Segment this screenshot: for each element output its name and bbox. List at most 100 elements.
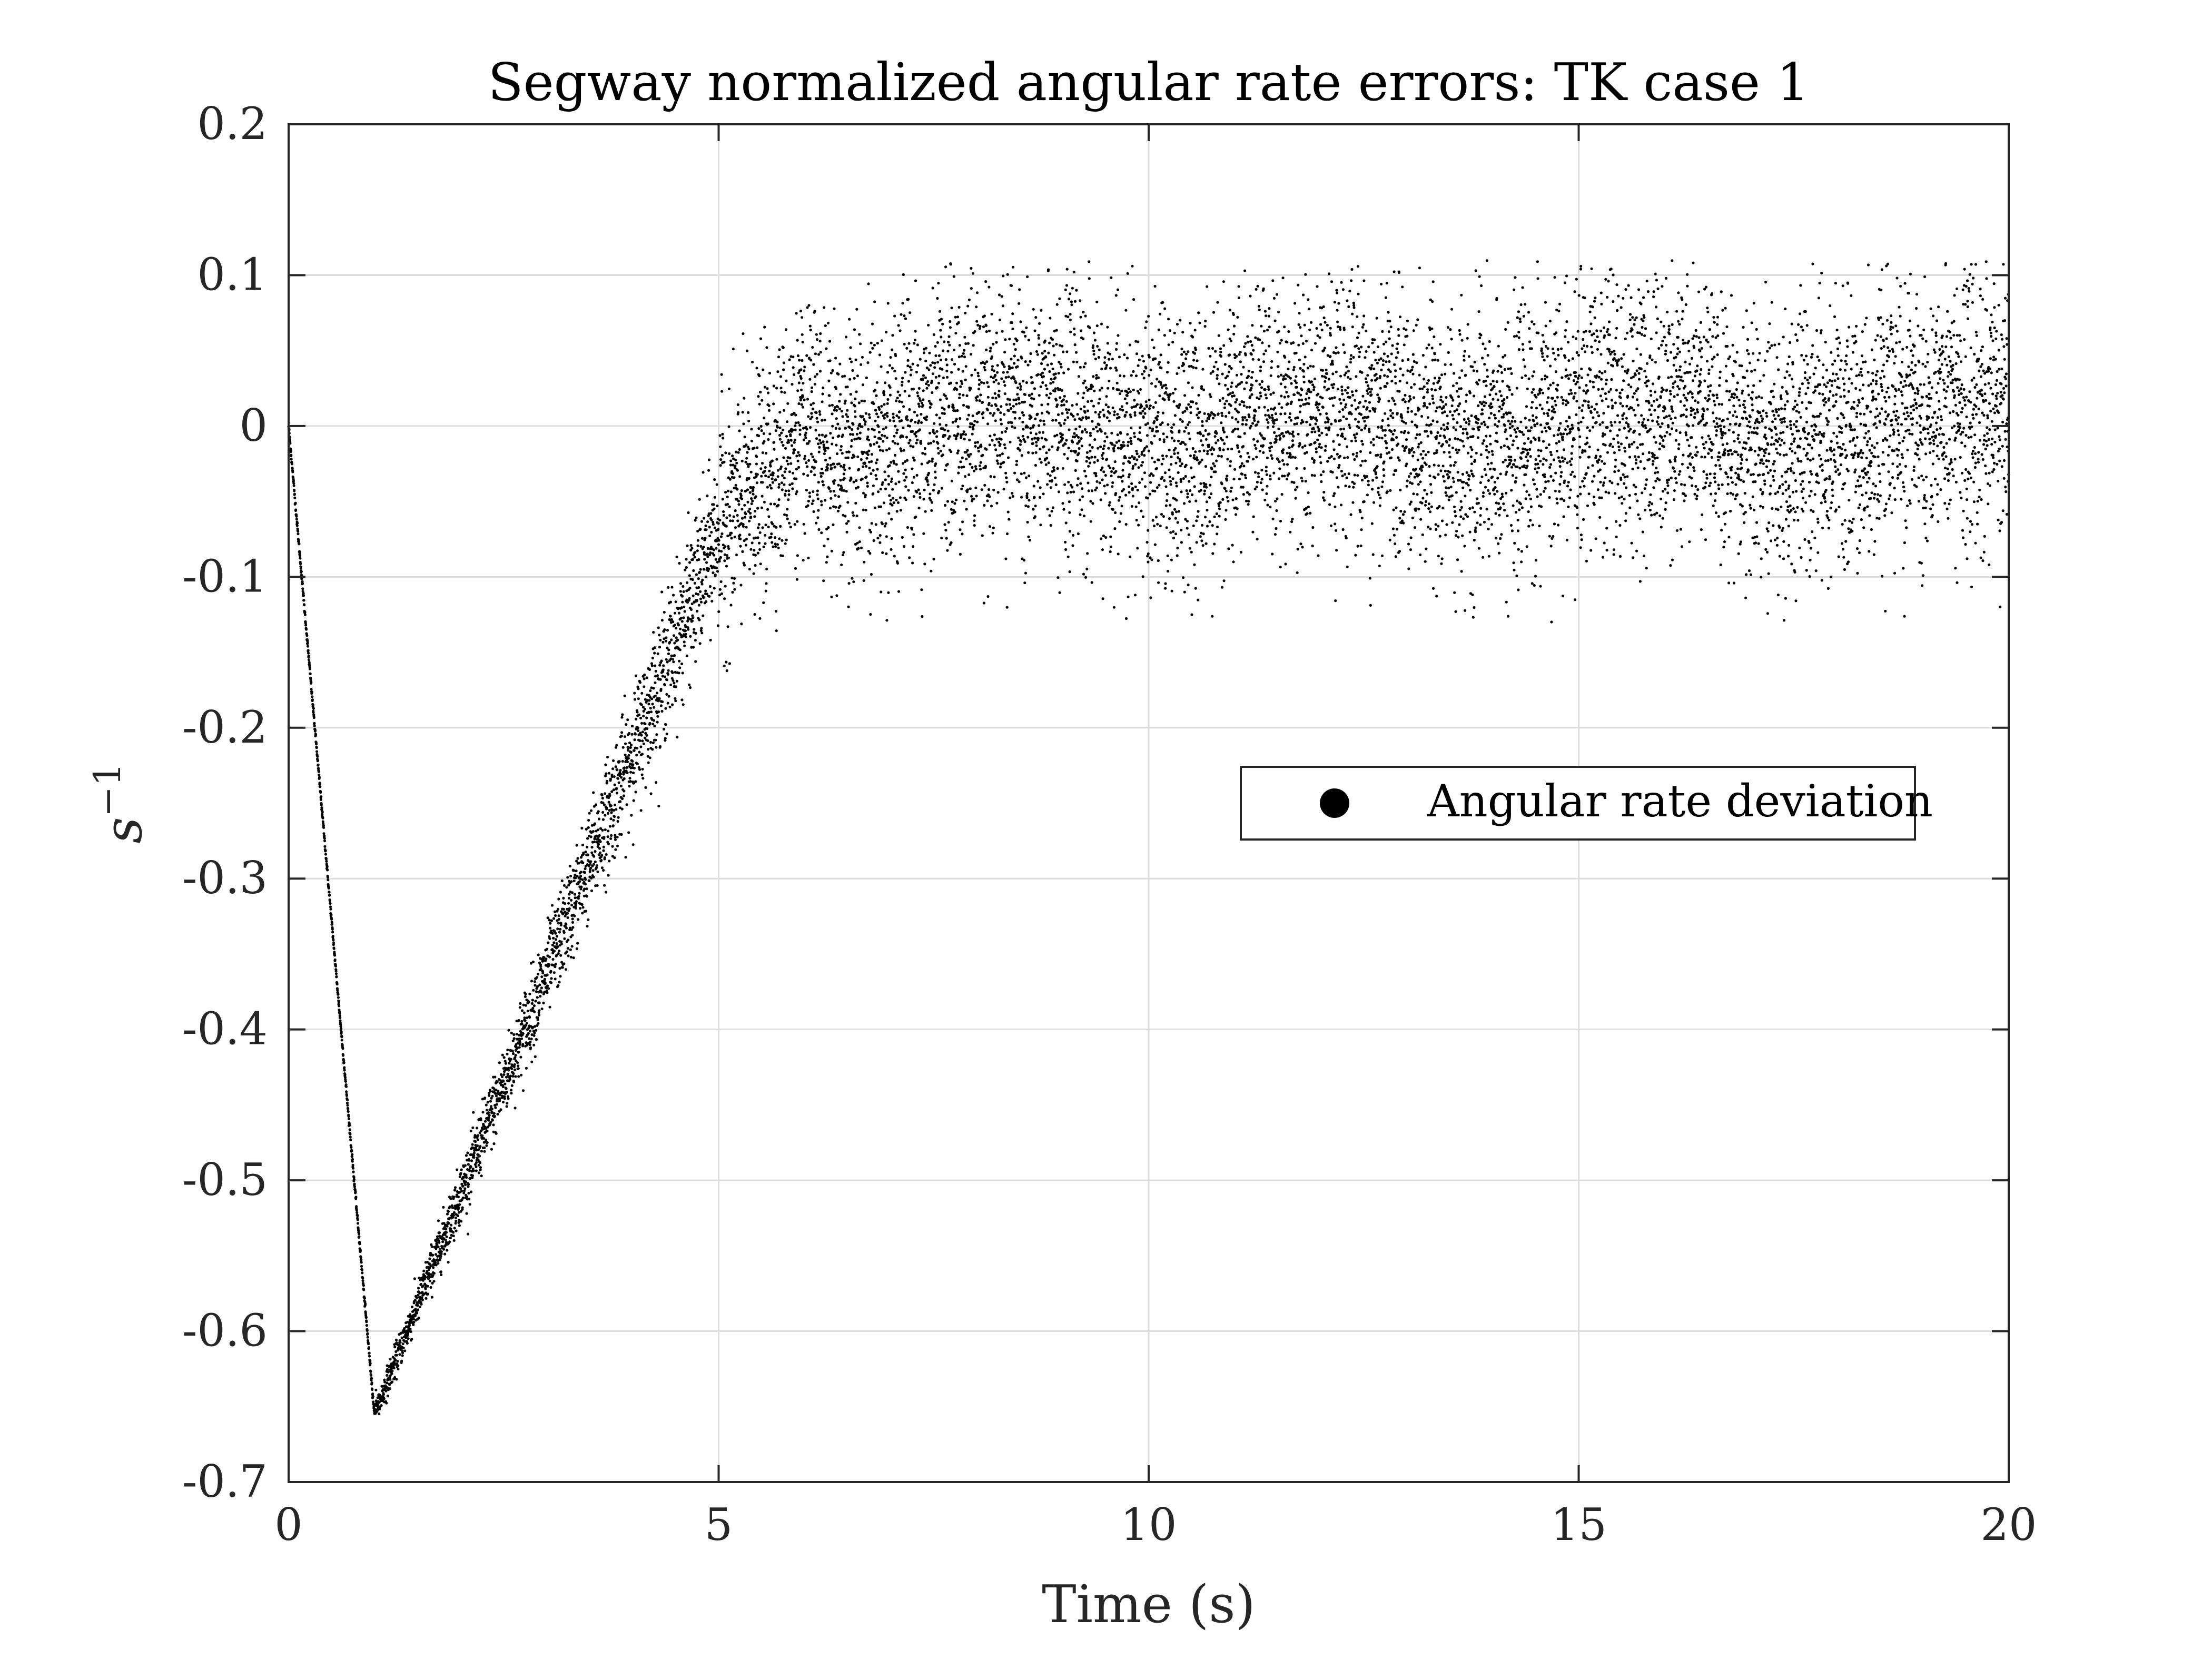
data-point xyxy=(869,613,872,616)
data-point xyxy=(692,646,695,649)
data-point xyxy=(1046,472,1050,476)
data-point xyxy=(1006,371,1009,374)
data-point xyxy=(351,1153,354,1156)
data-point xyxy=(697,586,700,589)
data-point xyxy=(803,366,806,369)
data-point xyxy=(1110,470,1113,473)
data-point xyxy=(726,496,729,499)
data-point xyxy=(904,485,907,488)
data-point xyxy=(858,333,861,336)
data-point xyxy=(1020,440,1023,443)
data-point xyxy=(1064,548,1068,551)
data-point xyxy=(848,467,851,470)
data-point xyxy=(369,1370,372,1373)
data-point xyxy=(779,525,782,528)
data-point xyxy=(1128,473,1131,476)
data-point xyxy=(551,957,555,961)
data-point xyxy=(680,606,683,609)
data-point xyxy=(776,475,779,478)
data-point xyxy=(904,317,907,320)
data-point xyxy=(1124,456,1127,460)
data-point xyxy=(1065,284,1069,287)
data-point xyxy=(1073,300,1077,303)
data-point xyxy=(972,423,975,427)
data-point xyxy=(1108,503,1111,507)
data-point xyxy=(929,441,933,445)
data-point xyxy=(809,359,813,362)
data-point xyxy=(1010,321,1013,324)
data-point xyxy=(400,1359,403,1362)
data-point xyxy=(600,854,604,857)
data-point xyxy=(443,1233,447,1236)
data-point xyxy=(472,1154,476,1157)
data-point xyxy=(741,411,744,414)
data-point xyxy=(577,897,580,900)
data-point xyxy=(1084,314,1087,318)
data-point xyxy=(578,880,581,883)
data-point xyxy=(738,429,741,432)
data-point xyxy=(941,453,944,457)
data-point xyxy=(651,748,654,751)
data-point xyxy=(338,1012,341,1015)
data-point xyxy=(878,408,881,411)
data-point xyxy=(654,738,657,742)
data-point xyxy=(828,340,832,343)
data-point xyxy=(784,328,788,331)
data-point xyxy=(802,559,805,562)
data-point xyxy=(625,723,628,726)
data-point xyxy=(979,461,982,464)
data-point xyxy=(806,398,809,401)
data-point xyxy=(963,355,966,359)
data-point xyxy=(687,511,690,515)
data-point xyxy=(352,1178,356,1181)
data-point xyxy=(1084,362,1087,365)
data-point xyxy=(360,1261,363,1264)
data-point xyxy=(1133,456,1136,459)
data-point xyxy=(958,392,961,396)
data-point xyxy=(595,864,598,867)
data-point xyxy=(571,934,574,937)
data-point xyxy=(724,585,727,588)
data-point xyxy=(486,1141,489,1144)
data-point xyxy=(559,954,562,957)
data-point xyxy=(1011,492,1014,495)
data-point xyxy=(961,456,964,459)
data-point xyxy=(893,461,896,465)
data-point xyxy=(899,509,902,512)
data-point xyxy=(1049,392,1052,395)
data-point xyxy=(1039,419,1042,422)
data-point xyxy=(989,347,993,350)
data-point xyxy=(916,391,919,394)
data-point xyxy=(1106,342,1109,345)
data-point xyxy=(1030,376,1033,379)
data-point xyxy=(595,803,598,806)
data-point xyxy=(828,457,832,460)
data-point xyxy=(977,450,980,453)
data-point xyxy=(1108,419,1111,422)
data-point xyxy=(873,300,876,303)
data-point xyxy=(979,464,982,468)
data-point xyxy=(366,1324,369,1327)
data-point xyxy=(920,412,923,416)
data-point xyxy=(1116,433,1119,437)
data-point xyxy=(1143,485,1147,488)
data-point xyxy=(665,678,669,682)
data-point xyxy=(466,1151,469,1154)
data-point xyxy=(304,624,308,627)
data-point xyxy=(1132,388,1135,392)
data-point xyxy=(887,512,891,515)
data-point xyxy=(677,671,680,675)
data-point xyxy=(779,387,783,390)
data-point xyxy=(731,590,734,594)
data-point xyxy=(764,474,767,478)
data-point xyxy=(1019,385,1022,388)
data-point xyxy=(386,1395,390,1398)
data-point xyxy=(698,618,701,621)
data-point xyxy=(823,545,826,548)
data-point xyxy=(982,601,985,605)
data-point xyxy=(794,424,797,428)
data-point xyxy=(1084,576,1088,579)
data-point xyxy=(785,434,788,438)
data-point xyxy=(852,580,855,584)
